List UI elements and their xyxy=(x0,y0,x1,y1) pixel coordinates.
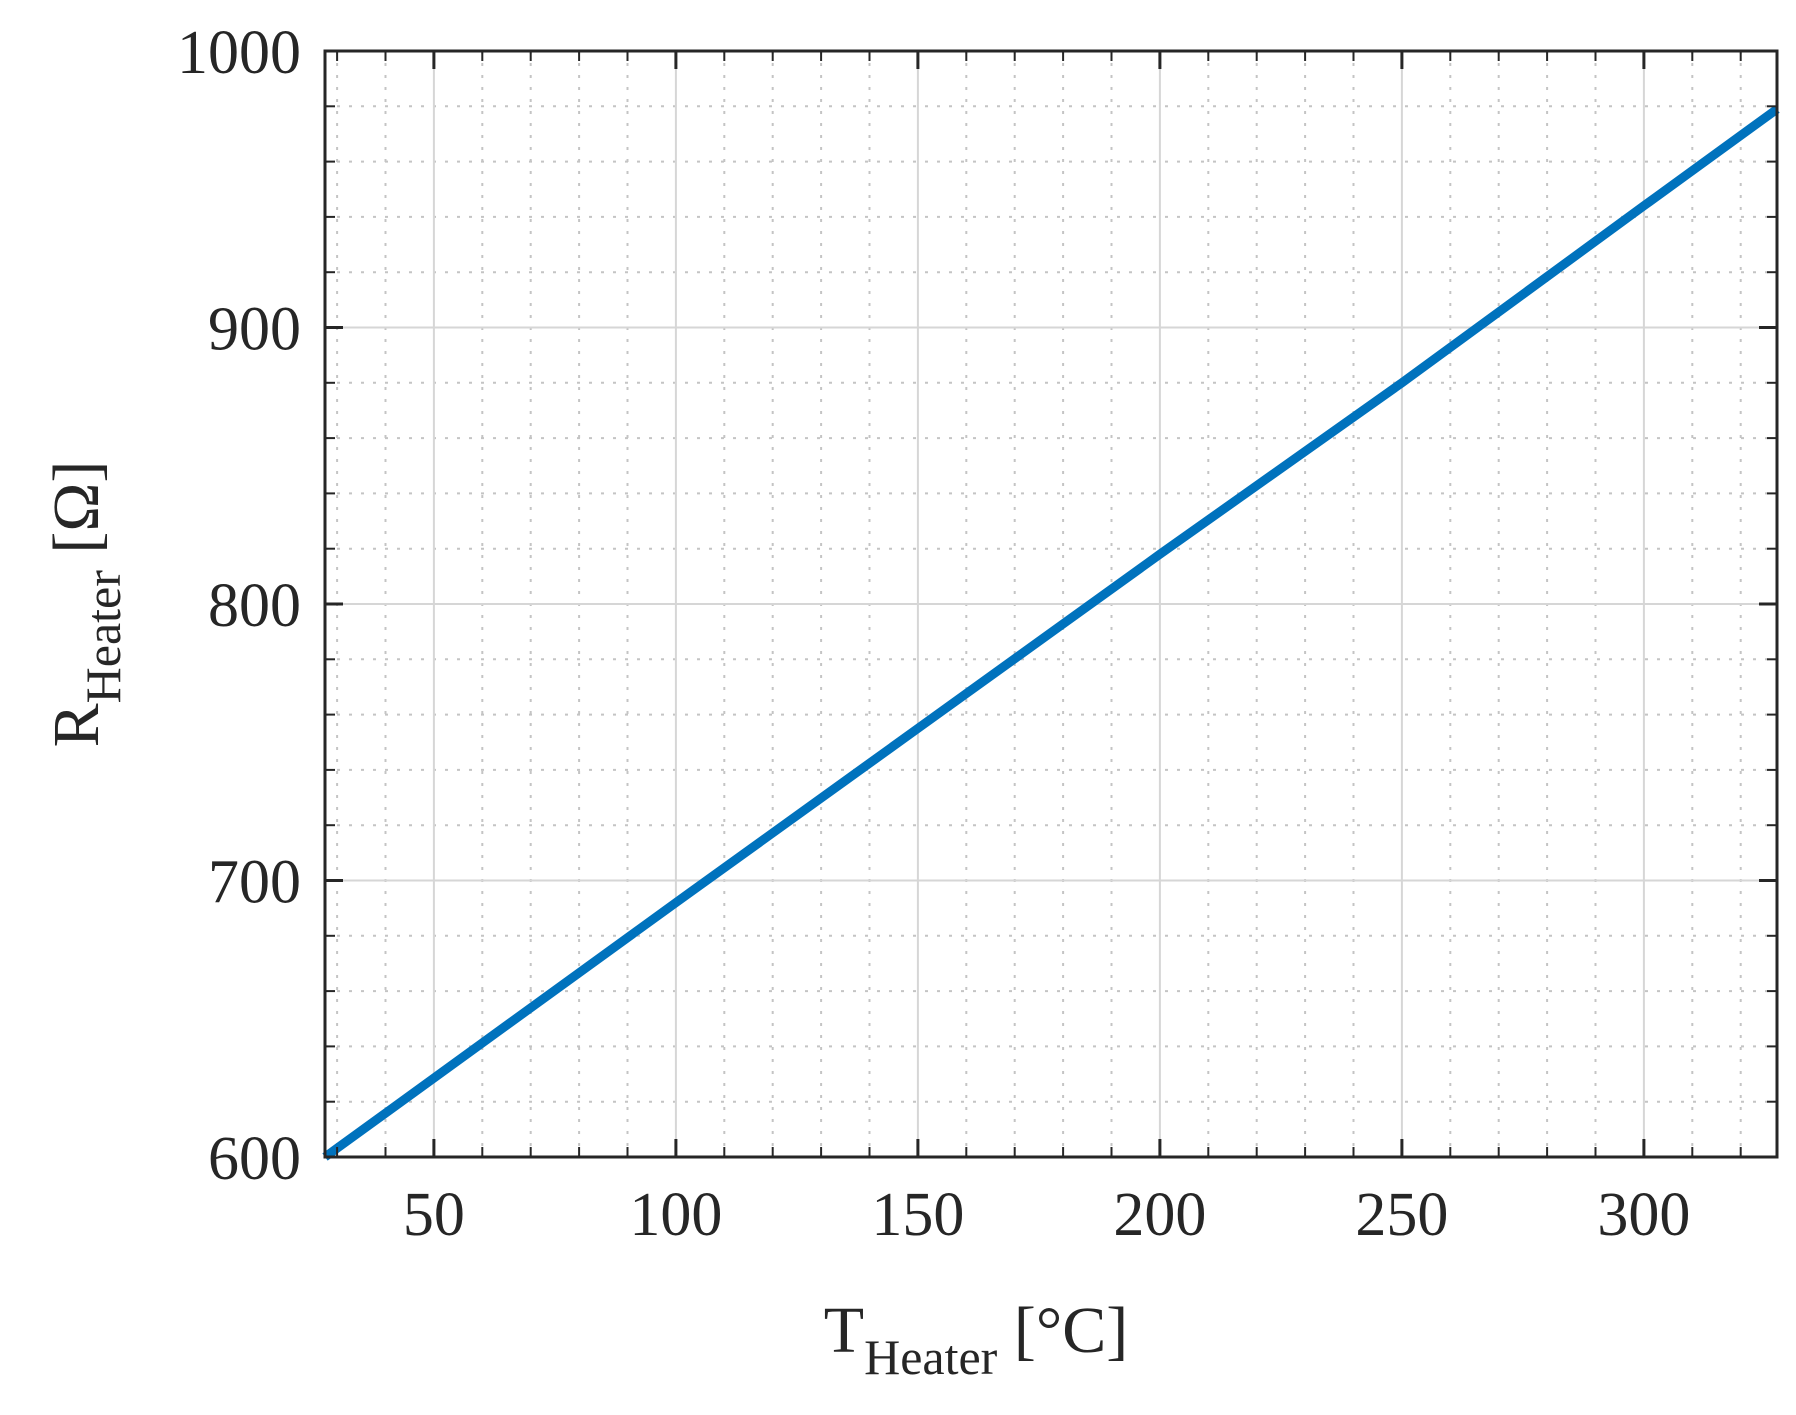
y-tick-label: 900 xyxy=(208,296,301,364)
y-axis-label: RHeater [Ω] xyxy=(40,461,131,748)
y-tick-label: 800 xyxy=(208,572,301,640)
x-tick-label: 300 xyxy=(1597,1181,1690,1249)
x-axis-label: THeater [°C] xyxy=(824,1294,1128,1385)
y-axis-label-subscript: Heater xyxy=(75,570,131,704)
y-axis-label-unit: [Ω] xyxy=(40,461,113,571)
x-tick-label: 200 xyxy=(1113,1181,1206,1249)
y-tick-labels: 600 700 800 900 1000 xyxy=(177,19,301,1193)
x-ticks xyxy=(336,51,1742,1157)
y-axis-label-main: R xyxy=(40,703,113,747)
y-ticks xyxy=(325,49,1777,1159)
x-tick-label: 250 xyxy=(1355,1181,1448,1249)
y-tick-label: 1000 xyxy=(177,19,301,87)
x-tick-labels: 50 100 150 200 250 300 xyxy=(403,1181,1691,1249)
series-layer xyxy=(322,105,1780,1161)
x-tick-label: 150 xyxy=(871,1181,964,1249)
x-axis-label-unit: [°C] xyxy=(997,1294,1128,1367)
y-tick-label: 600 xyxy=(208,1125,301,1193)
y-tick-label: 700 xyxy=(208,849,301,917)
x-tick-label: 50 xyxy=(403,1181,465,1249)
x-axis-label-main: T xyxy=(824,1294,864,1367)
series-line xyxy=(322,105,1780,1161)
x-tick-label: 100 xyxy=(629,1181,722,1249)
x-axis-label-subscript: Heater xyxy=(864,1329,998,1385)
